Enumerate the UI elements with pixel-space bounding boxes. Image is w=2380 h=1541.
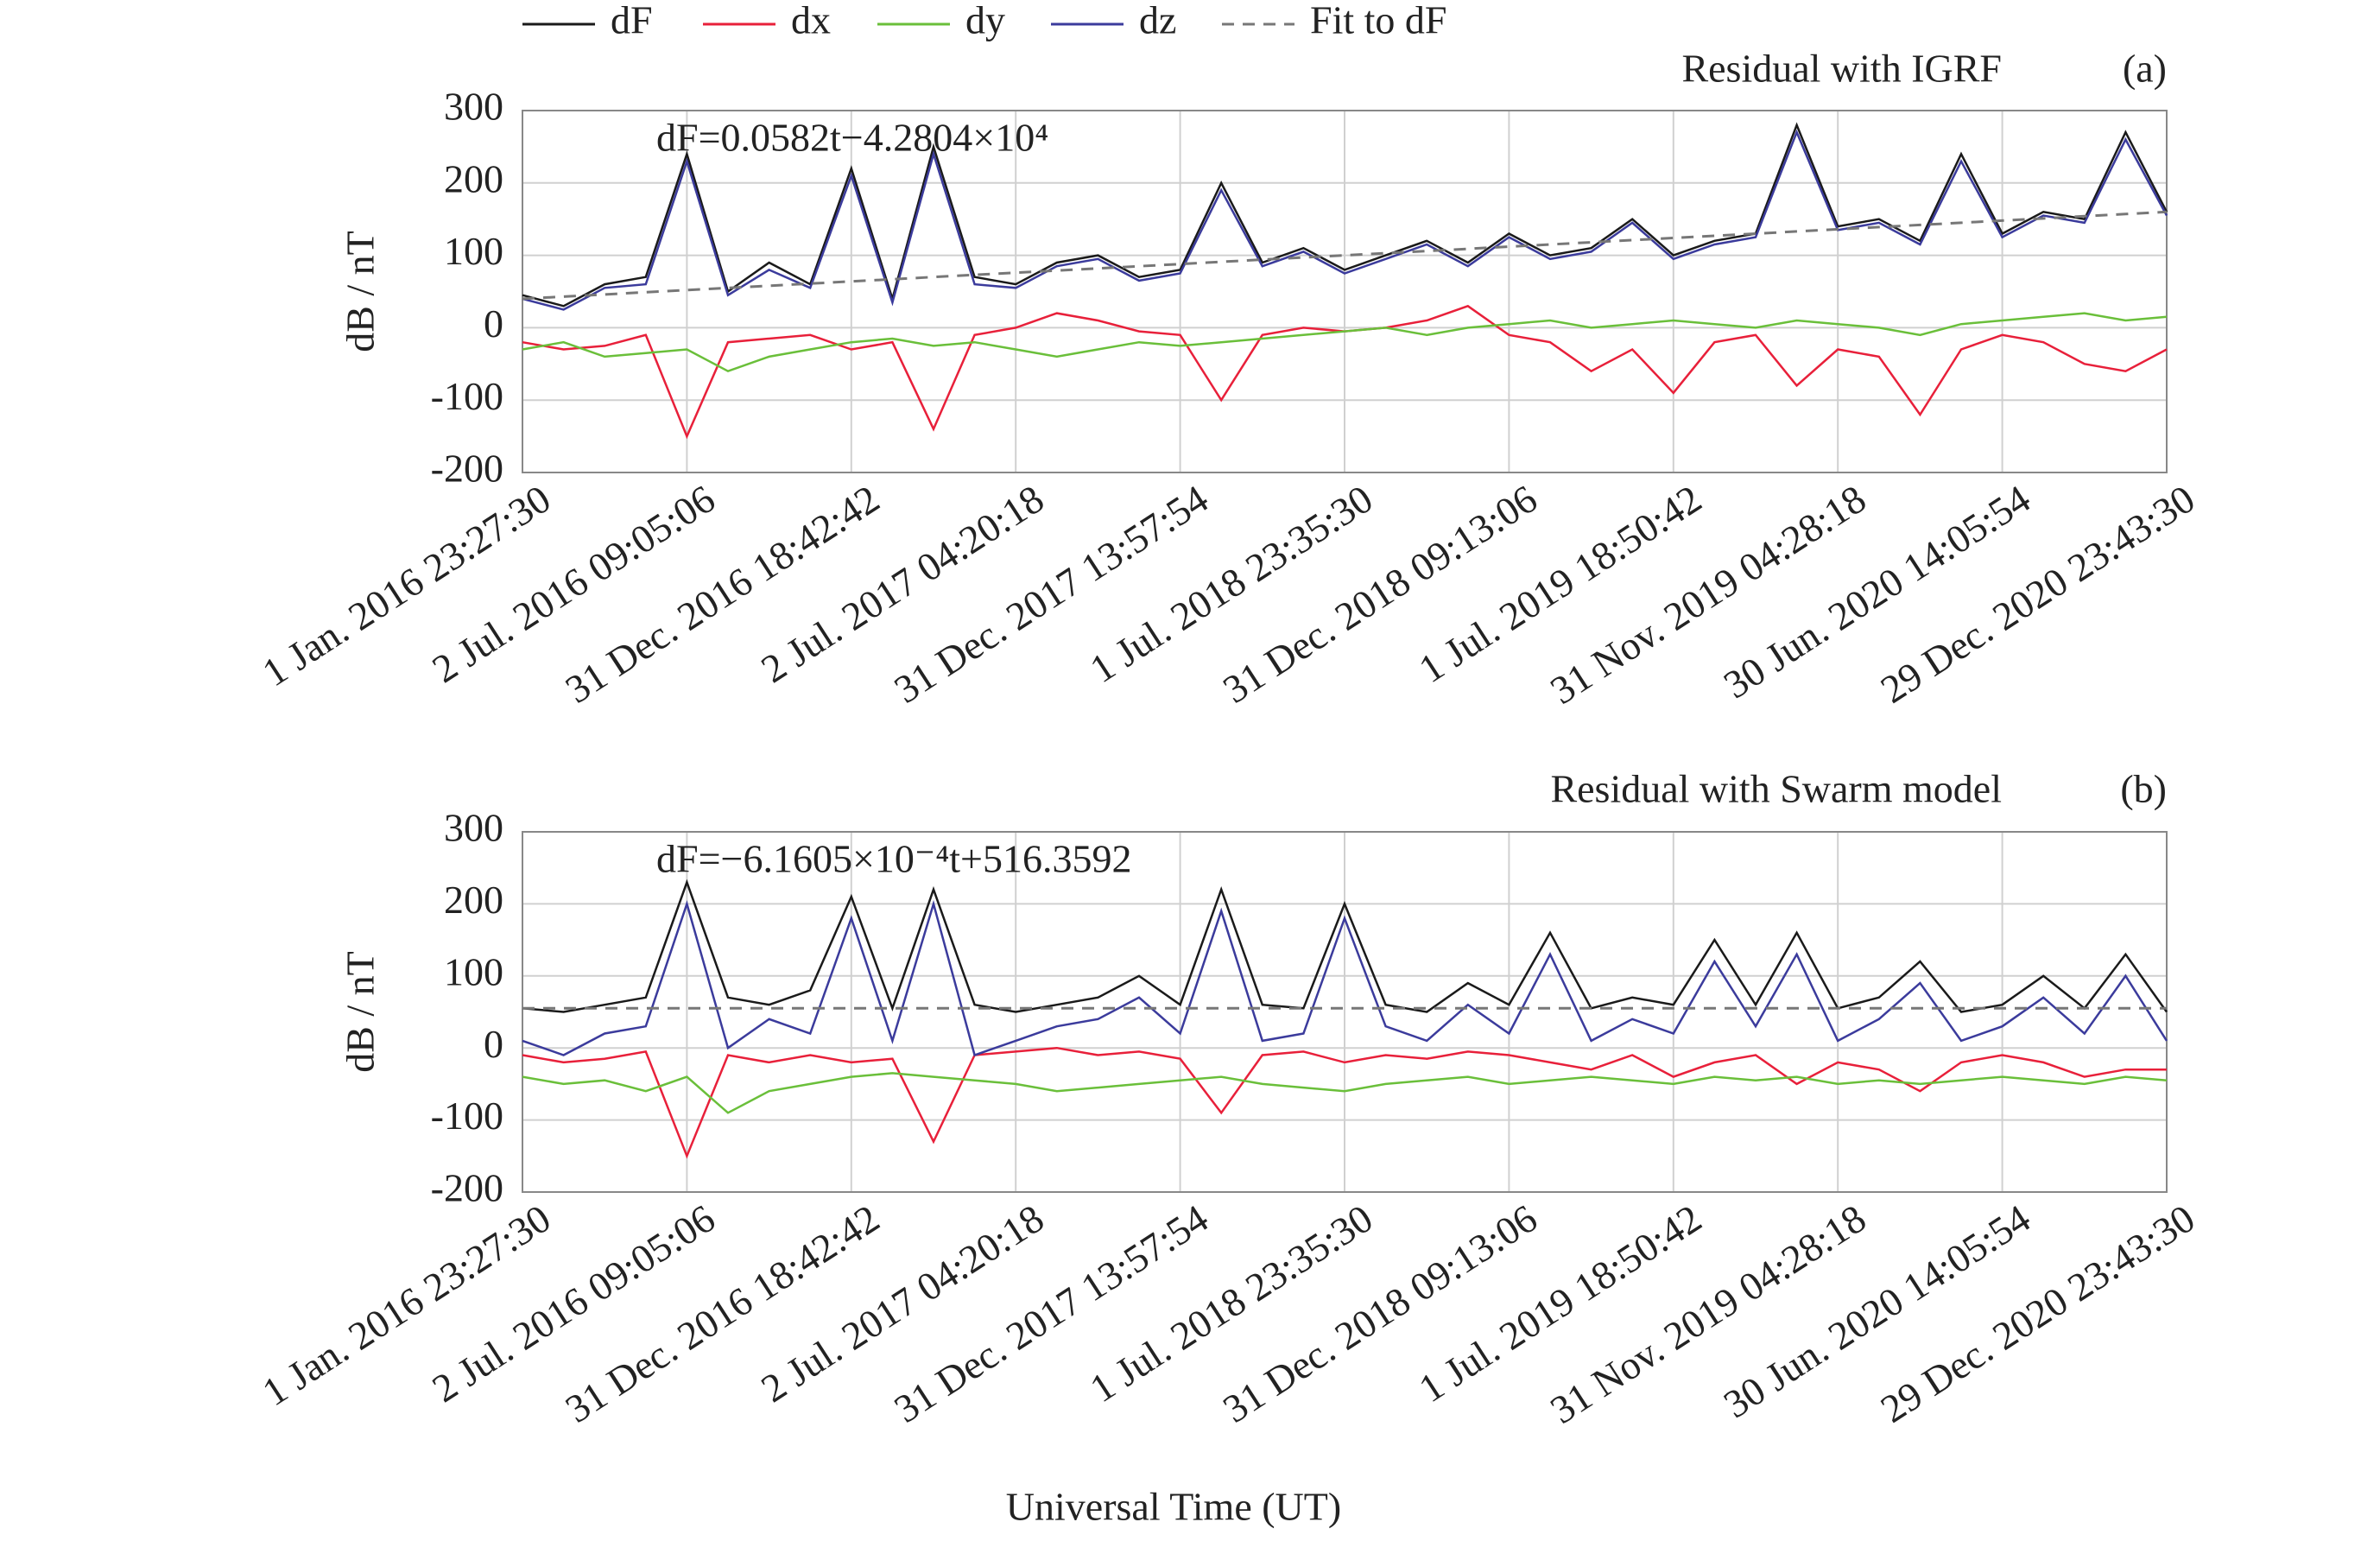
series-line	[522, 1072, 2168, 1114]
panel-label: (a)	[2123, 47, 2167, 91]
y-tick-label: -100	[431, 374, 503, 418]
series-line	[522, 210, 2168, 301]
x-tick-label: 2 Jul. 2017 04:20:18	[753, 476, 1051, 691]
y-tick-label: -100	[431, 1094, 503, 1138]
x-tick-label: 31 Dec. 2016 18:42:42	[558, 476, 887, 711]
x-tick-label: 1 Jul. 2019 18:50:42	[1411, 476, 1709, 691]
legend-label: dx	[791, 0, 831, 42]
y-tick-label: 200	[444, 878, 503, 922]
legend-label: dz	[1139, 0, 1176, 42]
x-tick-label: 29 Dec. 2020 23:43:30	[1873, 1195, 2202, 1430]
x-tick-label: 1 Jan. 2016 23:27:30	[255, 1195, 558, 1414]
y-tick-label: -200	[431, 447, 503, 491]
x-tick-label: 31 Dec. 2018 09:13:06	[1215, 1195, 1544, 1430]
y-tick-label: 0	[484, 1022, 503, 1066]
x-tick-label: 1 Jul. 2018 23:35:30	[1082, 1195, 1380, 1411]
x-tick-label: 2 Jul. 2016 09:05:06	[425, 1195, 723, 1411]
x-tick-label: 1 Jul. 2018 23:35:30	[1082, 476, 1380, 691]
x-tick-label: 31 Dec. 2017 13:57:54	[886, 476, 1215, 711]
x-axis-label: Universal Time (UT)	[1006, 1485, 1341, 1529]
fit-equation: dF=−6.1605×10⁻⁴t+516.3592	[656, 837, 1131, 881]
y-tick-label: 200	[444, 156, 503, 200]
y-axis-label: dB / nT	[339, 231, 383, 352]
x-tick-label: 29 Dec. 2020 23:43:30	[1873, 476, 2202, 711]
x-tick-label: 31 Dec. 2017 13:57:54	[886, 1195, 1215, 1430]
y-tick-label: 0	[484, 301, 503, 346]
series-line	[522, 129, 2168, 311]
legend-label: Fit to dF	[1310, 0, 1447, 42]
legend-label: dy	[965, 0, 1005, 42]
x-tick-label: 1 Jan. 2016 23:27:30	[255, 476, 558, 694]
fit-equation: dF=0.0582t−4.2804×10⁴	[656, 116, 1048, 160]
y-tick-label: 100	[444, 229, 503, 273]
series-line	[522, 312, 2168, 373]
x-tick-label: 31 Dec. 2018 09:13:06	[1215, 476, 1544, 711]
legend-label: dF	[611, 0, 653, 42]
x-tick-label: 2 Jul. 2017 04:20:18	[753, 1195, 1051, 1411]
y-tick-label: 100	[444, 949, 503, 993]
x-tick-label: 2 Jul. 2016 09:05:06	[425, 476, 723, 691]
y-tick-label: 300	[444, 85, 503, 129]
x-tick-label: 1 Jul. 2019 18:50:42	[1411, 1195, 1709, 1411]
y-tick-label: -200	[431, 1166, 503, 1210]
series-line	[522, 1046, 2167, 1159]
panel-label: (b)	[2120, 767, 2167, 811]
y-axis-label: dB / nT	[339, 951, 383, 1073]
panel-title: Residual with Swarm model	[1550, 767, 2002, 811]
series-line	[522, 878, 2168, 1013]
y-tick-label: 300	[444, 806, 503, 850]
x-tick-label: 31 Dec. 2016 18:42:42	[558, 1195, 887, 1430]
panel-title: Residual with IGRF	[1681, 47, 2002, 91]
plot-frame	[522, 110, 2168, 473]
